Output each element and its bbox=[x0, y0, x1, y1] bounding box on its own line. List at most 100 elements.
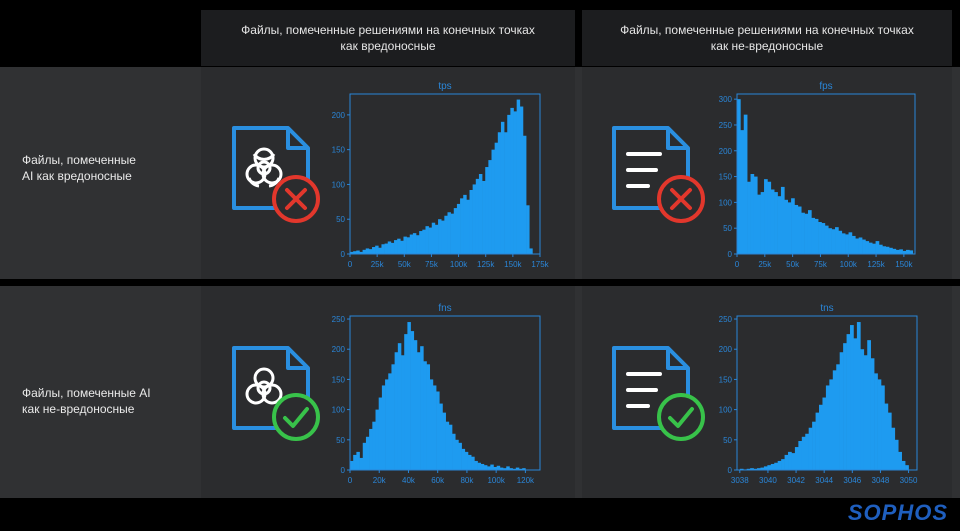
histogram-bar bbox=[781, 459, 785, 470]
histogram-bar bbox=[829, 379, 834, 470]
histogram-bar bbox=[882, 246, 887, 254]
histogram-bar bbox=[478, 174, 483, 254]
histogram-bar bbox=[456, 203, 461, 254]
histogram-bar bbox=[350, 460, 354, 470]
histogram-bar bbox=[750, 468, 754, 470]
histogram-bar bbox=[909, 250, 914, 254]
histogram-bar bbox=[375, 409, 379, 470]
histogram-bar bbox=[350, 251, 354, 254]
sophos-logo: SOPHOS bbox=[848, 500, 948, 526]
histogram-bar bbox=[448, 424, 453, 470]
row-label-malicious: Файлы, помеченные AI как вредоносные bbox=[22, 152, 142, 184]
histogram-bar bbox=[406, 237, 411, 254]
histogram-bar bbox=[458, 442, 462, 470]
y-tick-label: 200 bbox=[719, 345, 733, 354]
histogram-bar bbox=[497, 132, 502, 254]
x-tick-label: 120k bbox=[517, 476, 535, 485]
histogram-bar bbox=[784, 454, 789, 470]
biohazard-file-icon bbox=[232, 126, 310, 210]
x-tick-label: 0 bbox=[348, 260, 353, 269]
plot-frame bbox=[349, 315, 541, 471]
histogram-bar bbox=[902, 250, 907, 254]
histogram-bar bbox=[819, 404, 823, 470]
histogram-bar bbox=[369, 428, 373, 470]
histogram-bar bbox=[757, 194, 761, 254]
histogram-bar bbox=[401, 355, 405, 470]
y-tick-label: 250 bbox=[332, 315, 346, 324]
histogram-bar bbox=[385, 379, 389, 470]
check-circle-icon bbox=[657, 393, 705, 441]
y-tick-label: 300 bbox=[719, 95, 733, 104]
histogram-bar bbox=[490, 464, 494, 470]
x-tick-label: 3048 bbox=[872, 476, 890, 485]
x-tick-label: 60k bbox=[431, 476, 445, 485]
histogram-bar bbox=[450, 213, 455, 254]
histogram-bar bbox=[375, 245, 379, 254]
histogram-bar bbox=[753, 468, 758, 470]
histogram-bar bbox=[737, 99, 741, 255]
histogram-bar bbox=[436, 391, 440, 470]
histogram-bar bbox=[739, 468, 744, 470]
histogram-bar bbox=[894, 439, 899, 470]
histogram-bar bbox=[455, 439, 459, 470]
histogram-bar bbox=[848, 232, 853, 254]
histogram-bar bbox=[378, 247, 382, 254]
histogram-bar bbox=[452, 433, 456, 470]
histogram-bar bbox=[815, 412, 820, 470]
histogram-bar bbox=[362, 249, 367, 254]
histogram-bar bbox=[431, 222, 436, 254]
x-tick-label: 25k bbox=[758, 260, 772, 269]
histogram-bar bbox=[801, 436, 806, 470]
histogram-bar bbox=[365, 248, 370, 254]
histogram-bar bbox=[828, 228, 832, 254]
tns-histogram: tns 0 50 100 150 200 250 3038 3040 3042 3044 3046 30… bbox=[719, 303, 918, 485]
histogram-bar bbox=[808, 427, 813, 470]
histogram-bar bbox=[453, 208, 458, 254]
fps-histogram: fps 0 50 100 150 200 250 300 0 25k 50k 75k 100k 125k 1… bbox=[719, 81, 916, 269]
histogram-bar bbox=[463, 194, 467, 254]
row-label-clean-text: Файлы, помеченные AI как не-вредоносные bbox=[22, 386, 151, 416]
histogram-bar bbox=[491, 149, 495, 254]
histogram-bar bbox=[860, 349, 865, 470]
histogram-bar bbox=[507, 114, 511, 254]
histogram-bar bbox=[878, 244, 883, 254]
y-tick-label: 250 bbox=[719, 121, 733, 130]
histogram-bar bbox=[419, 231, 423, 254]
histogram-bar bbox=[753, 176, 758, 254]
histogram-bar bbox=[824, 225, 829, 254]
y-tick-label: 200 bbox=[332, 111, 346, 120]
histogram-bar bbox=[841, 233, 846, 254]
row-label-malicious-text: Файлы, помеченные AI как вредоносные bbox=[22, 153, 136, 183]
x-tick-label: 150k bbox=[504, 260, 522, 269]
histogram-bar bbox=[496, 465, 501, 470]
histogram-bar bbox=[743, 114, 748, 254]
histogram-bar bbox=[365, 436, 370, 470]
histogram-bar bbox=[895, 249, 900, 254]
x-circle-icon bbox=[657, 175, 705, 223]
histogram-bar bbox=[483, 465, 488, 470]
brand-text: SOPHOS bbox=[847, 500, 948, 525]
histogram-bar bbox=[843, 343, 847, 470]
histogram-bar bbox=[794, 204, 799, 254]
histogram-bar bbox=[791, 453, 796, 470]
histogram-bar bbox=[906, 249, 910, 254]
x-tick-label: 25k bbox=[371, 260, 385, 269]
histogram-bar bbox=[353, 454, 357, 470]
histogram-bar bbox=[767, 181, 772, 254]
histogram-bar bbox=[464, 451, 469, 470]
histogram-bar bbox=[461, 448, 466, 470]
plot-frame bbox=[349, 93, 541, 255]
histogram-bar bbox=[503, 468, 507, 470]
histogram-bar bbox=[889, 247, 893, 254]
histogram-bar bbox=[384, 243, 389, 254]
histogram-bar bbox=[784, 199, 789, 254]
histogram-bar bbox=[872, 243, 876, 254]
x-tick-label: 50k bbox=[786, 260, 800, 269]
histogram-bar bbox=[812, 421, 816, 470]
histogram-bar bbox=[397, 238, 401, 254]
chart-title: fps bbox=[819, 81, 832, 92]
histogram-bar bbox=[493, 466, 497, 470]
histogram-bar bbox=[438, 219, 442, 254]
y-tick-label: 0 bbox=[341, 250, 346, 259]
histogram-bar bbox=[853, 338, 858, 470]
